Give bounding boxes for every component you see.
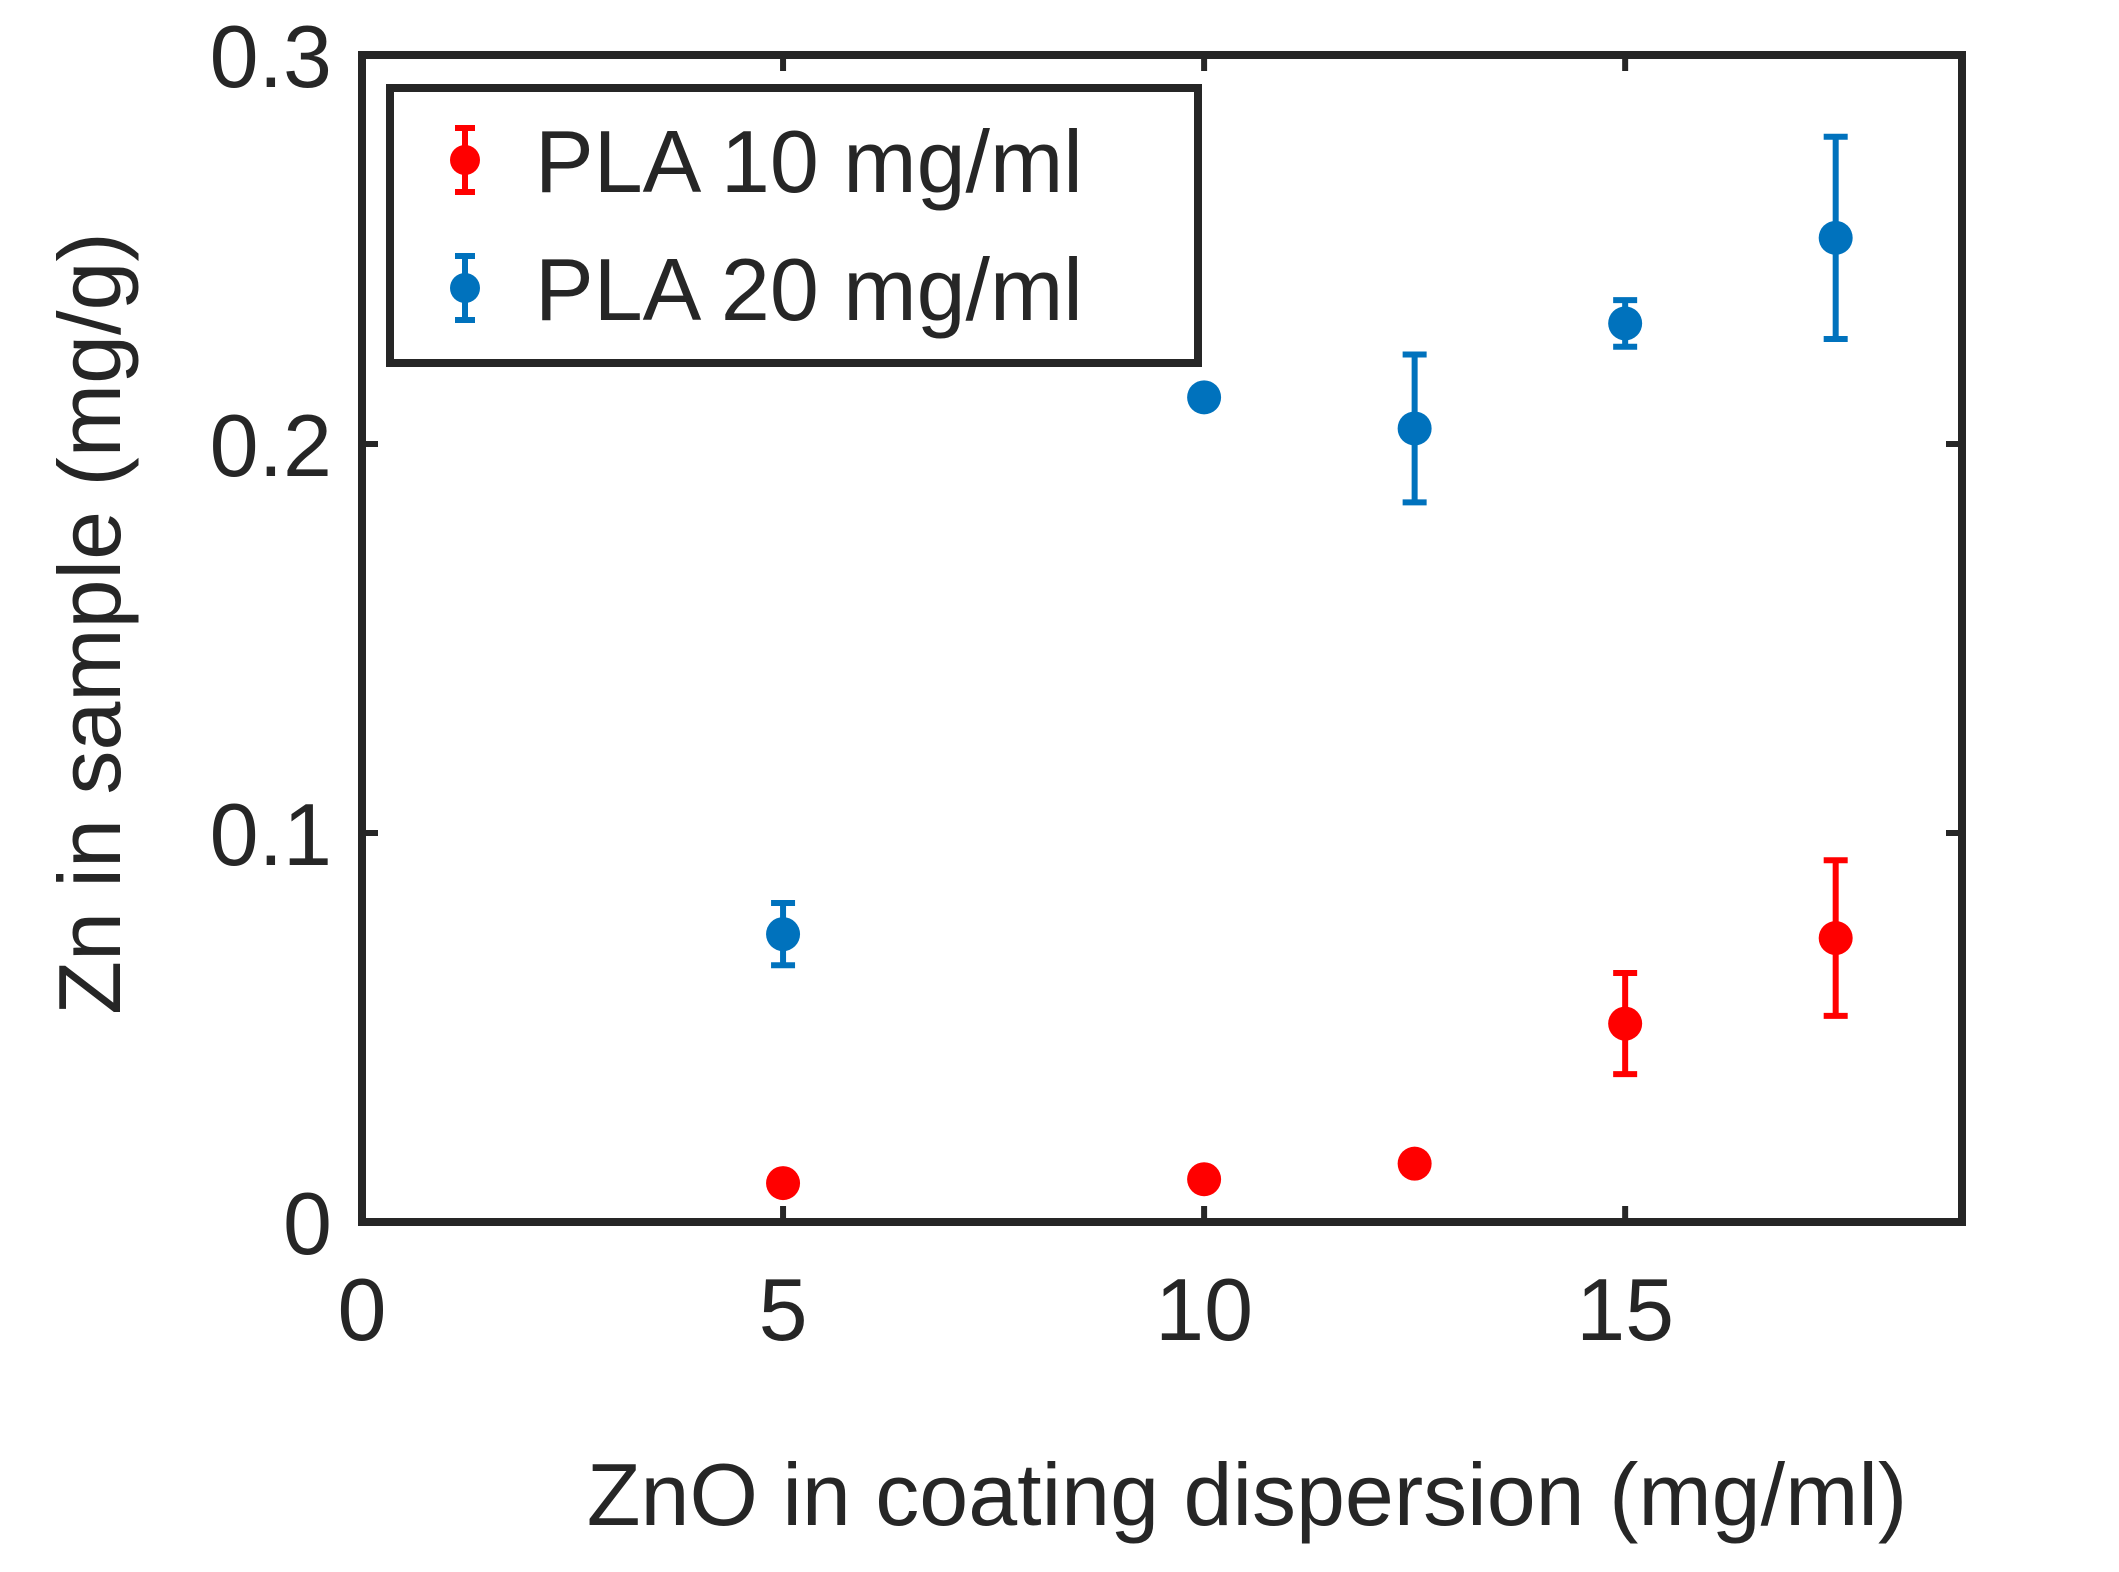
data-point	[1397, 1146, 1432, 1181]
data-point	[1187, 380, 1222, 415]
axis-ticks: 0 5 10 15 0 0.1 0.2 0.3	[210, 7, 1962, 1359]
axes-box	[358, 51, 1966, 1226]
legend-label: PLA 10 mg/ml	[535, 112, 1083, 211]
data-point	[1608, 1006, 1643, 1041]
legend-item: PLA 10 mg/ml	[450, 112, 1083, 211]
data-point	[1818, 921, 1853, 956]
y-tick-label: 0	[283, 1174, 332, 1273]
data-point	[1818, 220, 1853, 255]
data-point	[1187, 1162, 1222, 1197]
legend-marker	[450, 145, 480, 175]
legend-box	[386, 84, 1202, 367]
legend-label: PLA 20 mg/ml	[535, 240, 1083, 339]
legend-marker	[450, 273, 480, 303]
plot-marks	[766, 133, 1853, 1201]
series-1	[766, 857, 1853, 1201]
y-tick-label: 0.1	[210, 785, 332, 884]
y-tick-label: 0.2	[210, 396, 332, 495]
x-tick-label: 10	[1155, 1260, 1253, 1359]
y-tick-label: 0.3	[210, 7, 332, 106]
data-point	[766, 917, 801, 952]
x-tick-label: 0	[338, 1260, 387, 1359]
legend-item: PLA 20 mg/ml	[450, 240, 1083, 339]
x-tick-label: 15	[1576, 1260, 1674, 1359]
data-point	[766, 1166, 801, 1201]
data-point	[1397, 411, 1432, 446]
x-axis-label: ZnO in coating dispersion (mg/ml)	[587, 1445, 1907, 1544]
data-point	[1608, 306, 1643, 341]
series-2	[766, 133, 1853, 969]
x-tick-label: 5	[759, 1260, 808, 1359]
legend: PLA 10 mg/ml PLA 20 mg/ml	[386, 84, 1202, 367]
y-axis-label: Zn in sample (mg/g)	[40, 232, 139, 1014]
